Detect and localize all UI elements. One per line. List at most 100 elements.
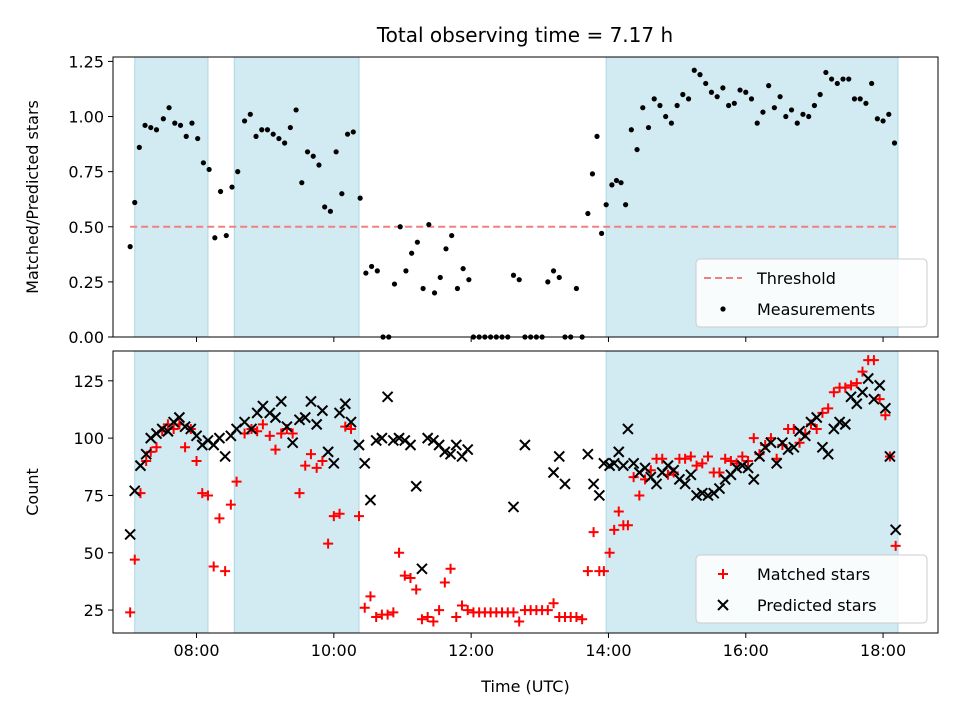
matched-stars-point [451,611,462,622]
measurements-point [668,120,674,126]
measurements-point [270,131,276,137]
matched-stars-point [582,566,593,577]
measurements-point [589,171,596,177]
measurements-point [374,268,380,274]
matched-stars-point [141,456,152,467]
matched-stars-point [197,488,208,499]
measurements-point [449,232,455,239]
observing-interval-1 [134,56,209,338]
measurements-point [783,113,789,120]
matched-stars-point [456,600,467,611]
matched-stars-point [428,616,439,627]
matched-stars-point [340,421,351,432]
measurements-point [674,102,680,109]
predicted-stars-point [650,478,663,490]
predicted-stars-point [462,443,474,456]
measurements-point [510,272,517,278]
top-axes-frame [112,56,939,338]
measurements-point [142,122,148,128]
measurements-point [609,182,615,188]
measurements-point [708,89,715,95]
predicted-stars-point [129,485,141,497]
predicted-stars-point [190,430,203,442]
measurements-point [685,96,692,102]
measurements-point [127,244,133,250]
predicted-stars-point [639,462,651,474]
measurements-point [153,127,160,133]
matched-stars-point [180,442,191,453]
matched-stars-point [388,607,399,618]
matched-stars-point [613,506,624,517]
measurements-point [880,118,886,124]
top-legend: Threshold Measurements [695,258,928,328]
matched-stars-point [680,453,691,464]
predicted-stars-point [364,494,377,506]
x-tick-label: 10:00 [311,641,357,660]
predicted-stars-point [799,430,811,442]
measurements-point [293,107,299,113]
matched-stars-point [365,591,376,602]
matched-stars-point [628,472,639,483]
measurements-point [828,76,835,82]
matched-stars-point [748,433,759,444]
predicted-stars-point [685,469,697,481]
measurements-point [846,76,852,82]
matched-stars-point [416,614,427,625]
predicted-stars-point [410,480,422,492]
matched-stars-point [151,442,162,453]
top-panel: 0.00 0.25 0.50 0.75 1.00 1.25 Matched/Predict… [23,52,939,347]
bottom-legend: Matched stars Predicted stars [695,554,928,624]
measurements-point [344,131,351,137]
measurements-point [598,230,605,236]
measurements-point [282,140,288,146]
measurements-point [264,127,271,133]
matched-stars-point [422,611,433,622]
predicted-stars-point [353,439,365,451]
matched-stars-point [657,453,668,464]
matched-stars-point [359,602,370,613]
measurements-point [869,80,875,87]
bottom-x-axis: 08:00 10:00 12:00 14:00 16:00 18:00 [173,633,906,660]
predicted-stars-point [281,420,293,433]
predicted-stars-point [286,436,299,449]
measurements-point [645,124,652,131]
matched-stars-point [264,430,275,441]
bottom-y-axis: 25 50 75 100 125 [73,372,113,620]
measurements-point [229,184,235,190]
predicted-stars-point [788,441,800,454]
measurements-point [545,279,551,285]
measurements-point [247,111,253,117]
predicted-stars-point [322,446,334,458]
predicted-stars-point [416,563,428,575]
matched-stars-point [725,456,736,467]
predicted-stars-point [765,436,777,449]
legend-matched-stars-label: Matched stars [757,565,870,584]
top-y-axis-label: Matched/Predicted stars [23,100,42,294]
measurements-point [743,89,749,95]
legend-measurements-label: Measurements [757,300,875,319]
predicted-stars-point [587,478,600,490]
measurements-point [322,204,328,210]
matched-stars-point [609,524,620,535]
x-tick-label: 12:00 [448,641,494,660]
legend-predicted-stars-label: Predicted stars [757,596,877,615]
matched-stars-point [287,428,298,439]
measurements-point [327,208,334,214]
y-tick-label: 75 [84,486,104,505]
matched-stars-point [794,437,805,448]
predicted-stars-point [811,411,823,424]
predicted-stars-point [839,418,852,431]
y-tick-label: 125 [73,372,104,391]
measurements-point [697,72,703,78]
measurements-point [766,83,772,89]
measurements-point [618,180,624,186]
predicted-stars-point [376,432,388,444]
matched-stars-point [270,444,281,455]
measurements-point [726,102,732,109]
measurements-point [350,129,356,135]
predicted-stars-point [359,457,371,470]
matched-stars-point [548,598,559,609]
predicted-stars-point [884,450,896,463]
matched-stars-point [462,605,473,616]
matched-stars-point [225,499,236,510]
